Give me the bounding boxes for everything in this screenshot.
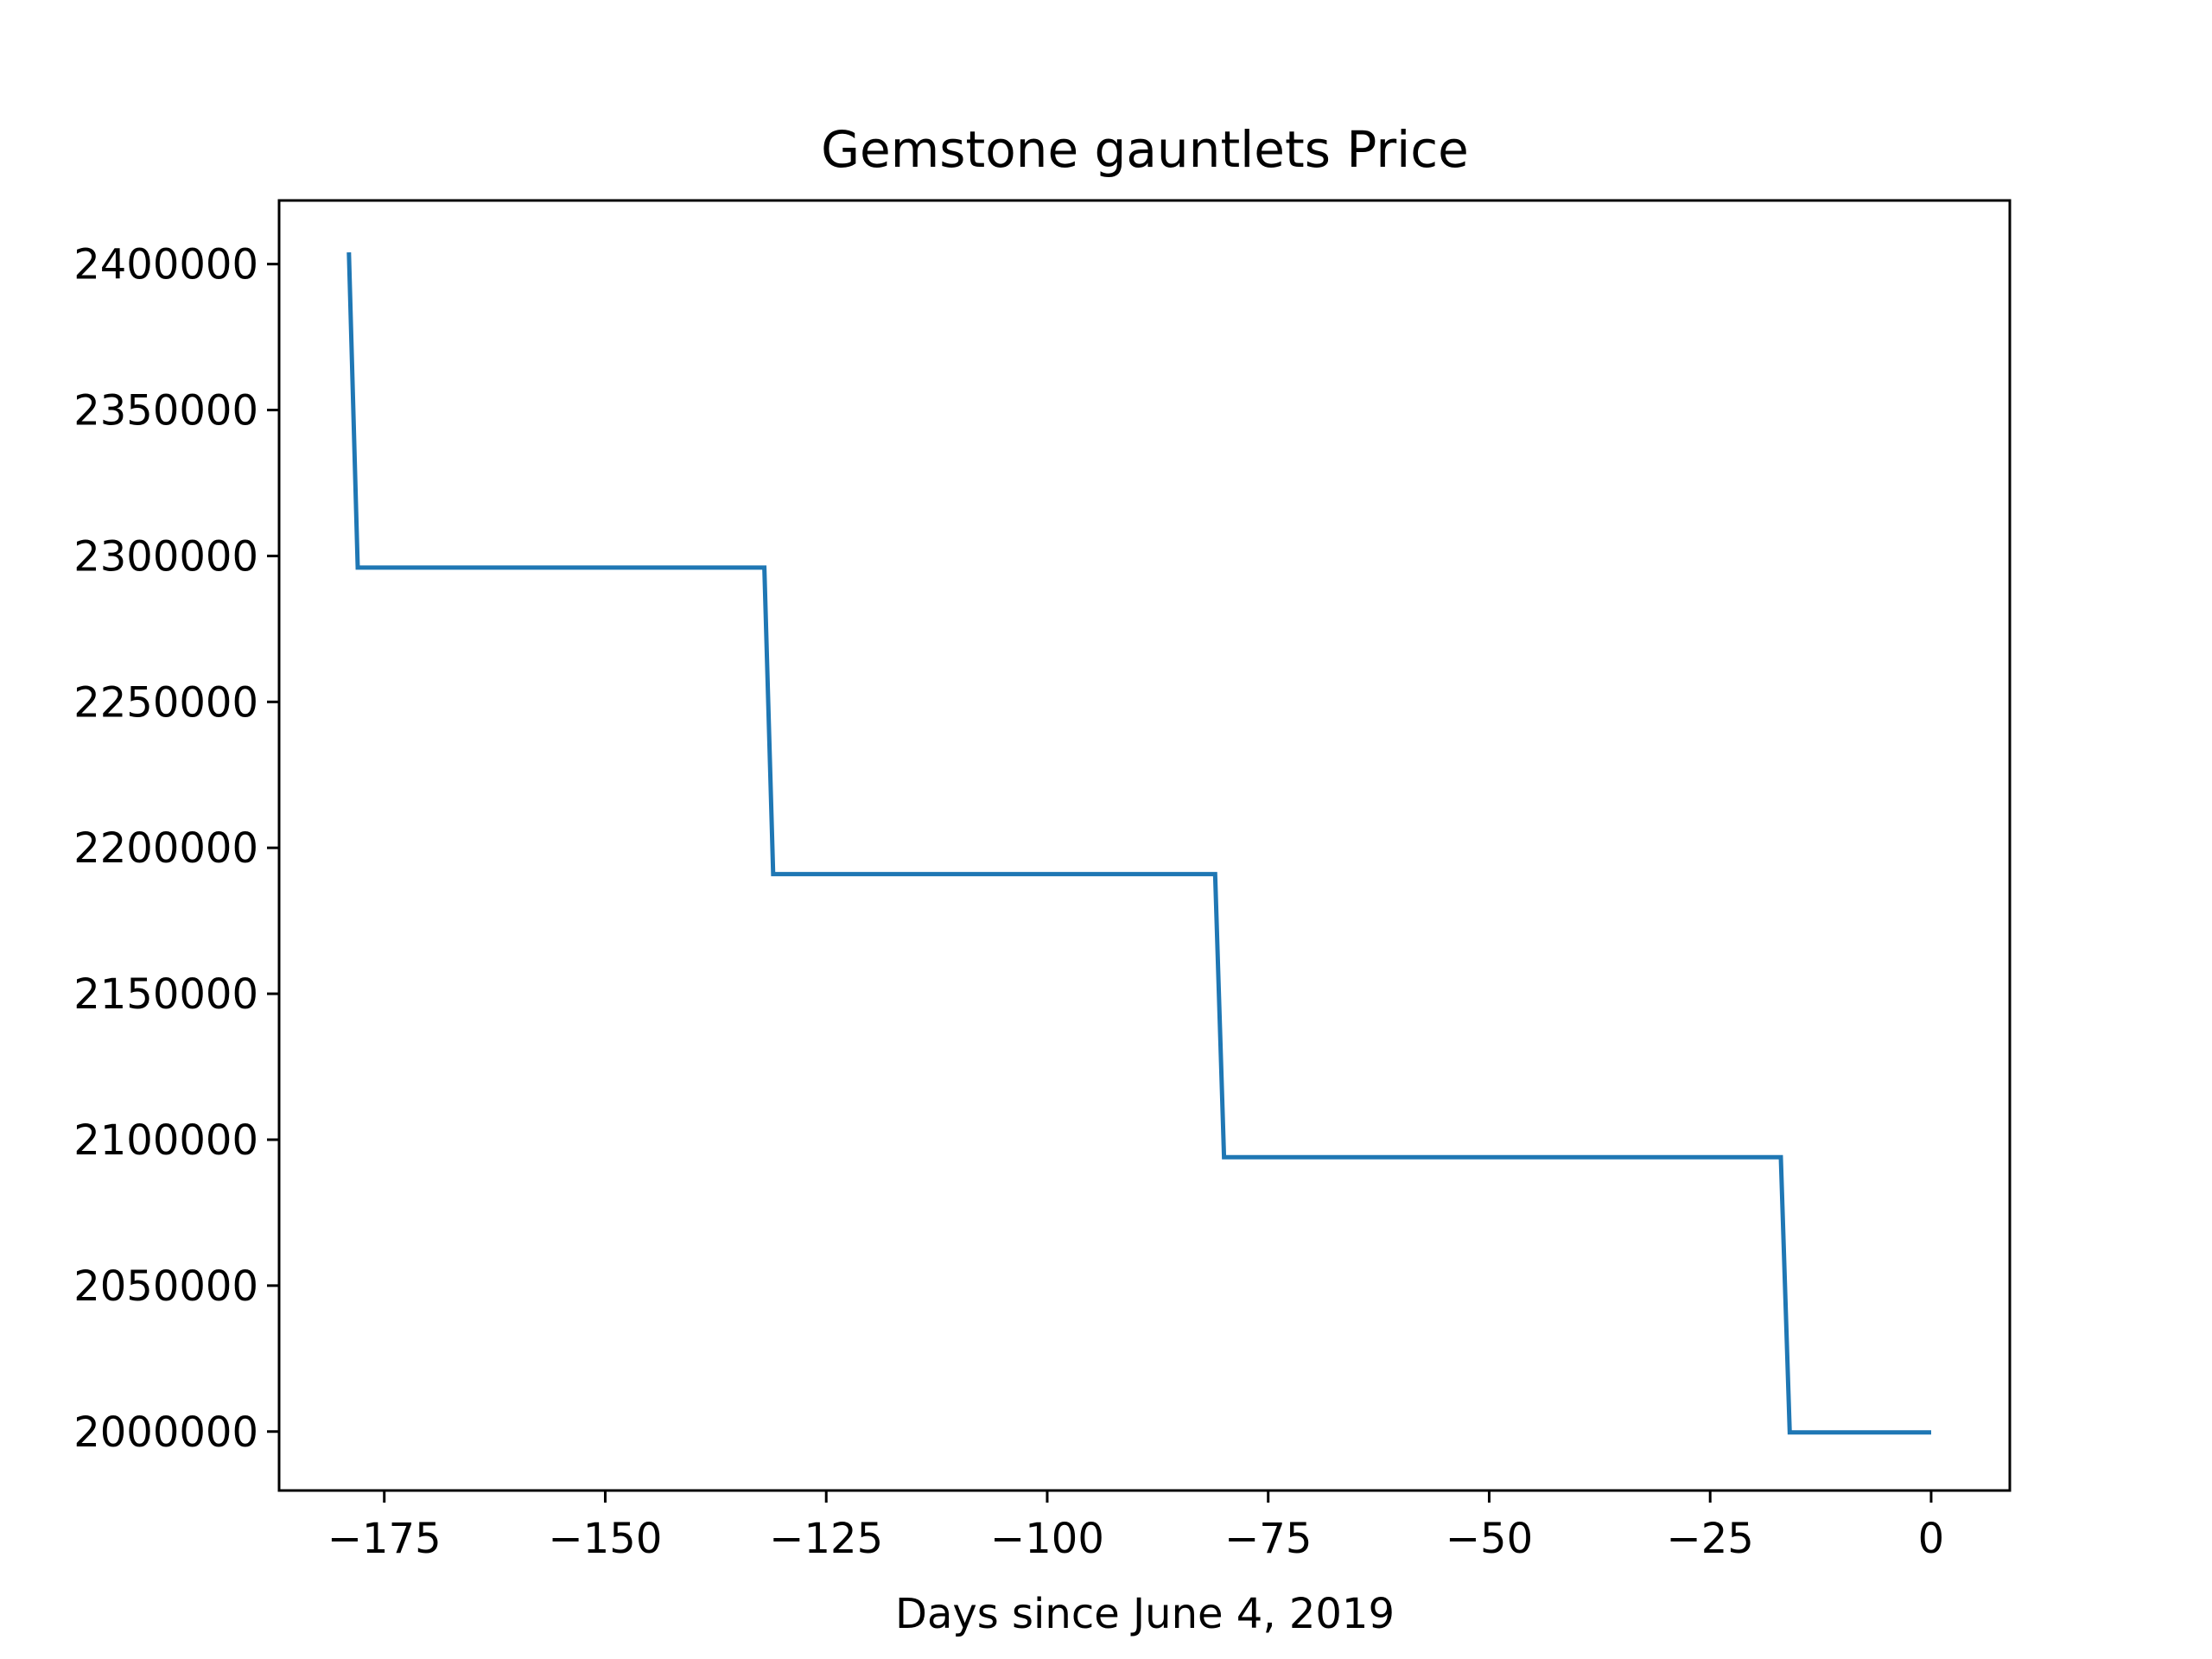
y-tick-label: 2100000 (73, 1116, 258, 1165)
x-tick-label: −175 (327, 1515, 442, 1563)
y-axis: 2000000 2050000 2100000 2150000 2200000 22500… (73, 241, 279, 1457)
x-tick-label: −75 (1224, 1515, 1312, 1563)
y-tick-label: 2200000 (73, 824, 258, 873)
y-tick-label: 2000000 (73, 1408, 258, 1457)
price-series-line (346, 252, 1931, 1435)
x-tick-label: 0 (1918, 1515, 1945, 1563)
y-tick-label: 2150000 (73, 970, 258, 1019)
x-tick-label: −125 (769, 1515, 883, 1563)
series-layer (346, 252, 1931, 1435)
x-tick-label: −25 (1667, 1515, 1754, 1563)
y-tick-label: 2050000 (73, 1262, 258, 1311)
plot-area-frame (277, 199, 2012, 1492)
chart-title: Gemstone gauntlets Price (821, 120, 1469, 179)
x-axis: −175 −150 −125 −100 −75 −50 −25 0 (327, 1491, 1944, 1563)
x-tick-label: −150 (549, 1515, 663, 1563)
y-tick-label: 2350000 (73, 387, 258, 435)
y-tick-label: 2400000 (73, 241, 258, 289)
x-axis-label: Days since June 4, 2019 (895, 1590, 1395, 1638)
y-tick-label: 2250000 (73, 678, 258, 727)
y-tick-label: 2300000 (73, 532, 258, 581)
x-tick-label: −100 (990, 1515, 1104, 1563)
x-tick-label: −50 (1446, 1515, 1533, 1563)
